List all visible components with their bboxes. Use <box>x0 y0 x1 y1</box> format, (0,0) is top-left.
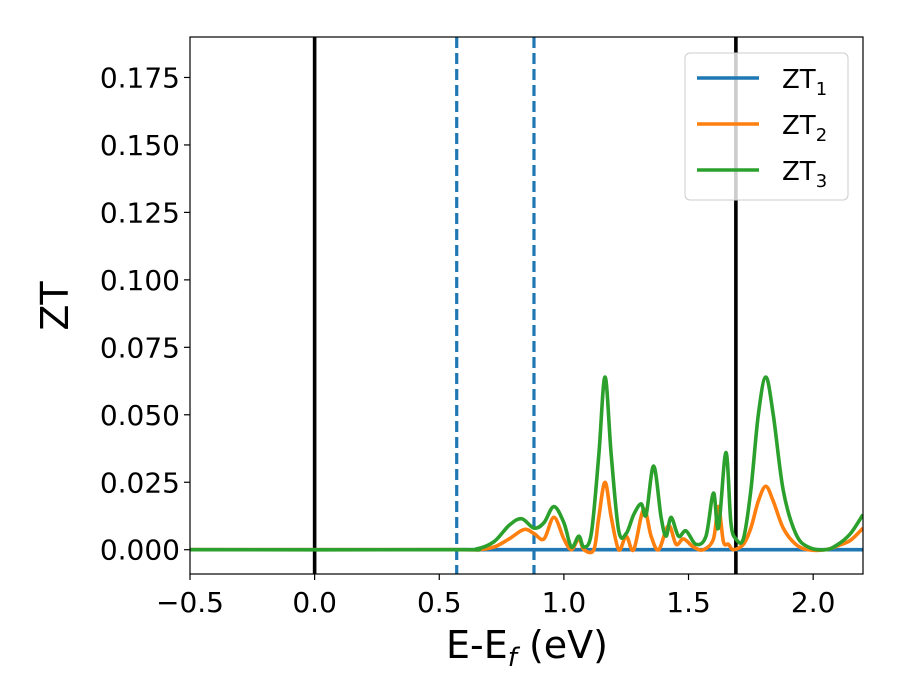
y-tick-label: 0.175 <box>100 61 180 94</box>
y-axis-title: ZT <box>33 281 77 331</box>
x-tick-label: −0.5 <box>156 586 224 619</box>
y-tick-label: 0.000 <box>100 534 180 567</box>
legend-label-2: ZT2 <box>782 111 827 146</box>
x-tick-label: 2.0 <box>791 586 836 619</box>
legend-label-3: ZT3 <box>782 157 827 192</box>
plot-frame <box>189 36 864 575</box>
y-tick-label: 0.075 <box>100 331 180 364</box>
y-tick-label: 0.125 <box>100 196 180 229</box>
x-tick-label: 0.5 <box>417 586 462 619</box>
y-tick-label: 0.050 <box>100 399 180 432</box>
legend-frame <box>684 52 849 201</box>
legend: ZT1 ZT2 ZT3 <box>684 52 849 201</box>
y-tick-label: 0.025 <box>100 466 180 499</box>
legend-label-1: ZT1 <box>782 65 827 100</box>
x-axis-title: E-Ef (eV) <box>446 623 608 673</box>
series-line-3 <box>190 375 863 552</box>
y-tick-label: 0.150 <box>100 129 180 162</box>
x-tick-label: 1.5 <box>666 586 711 619</box>
series-line-2 <box>190 480 863 555</box>
y-tick-label: 0.100 <box>100 264 180 297</box>
x-tick-label: 0.0 <box>292 586 337 619</box>
x-tick-label: 1.0 <box>542 586 587 619</box>
